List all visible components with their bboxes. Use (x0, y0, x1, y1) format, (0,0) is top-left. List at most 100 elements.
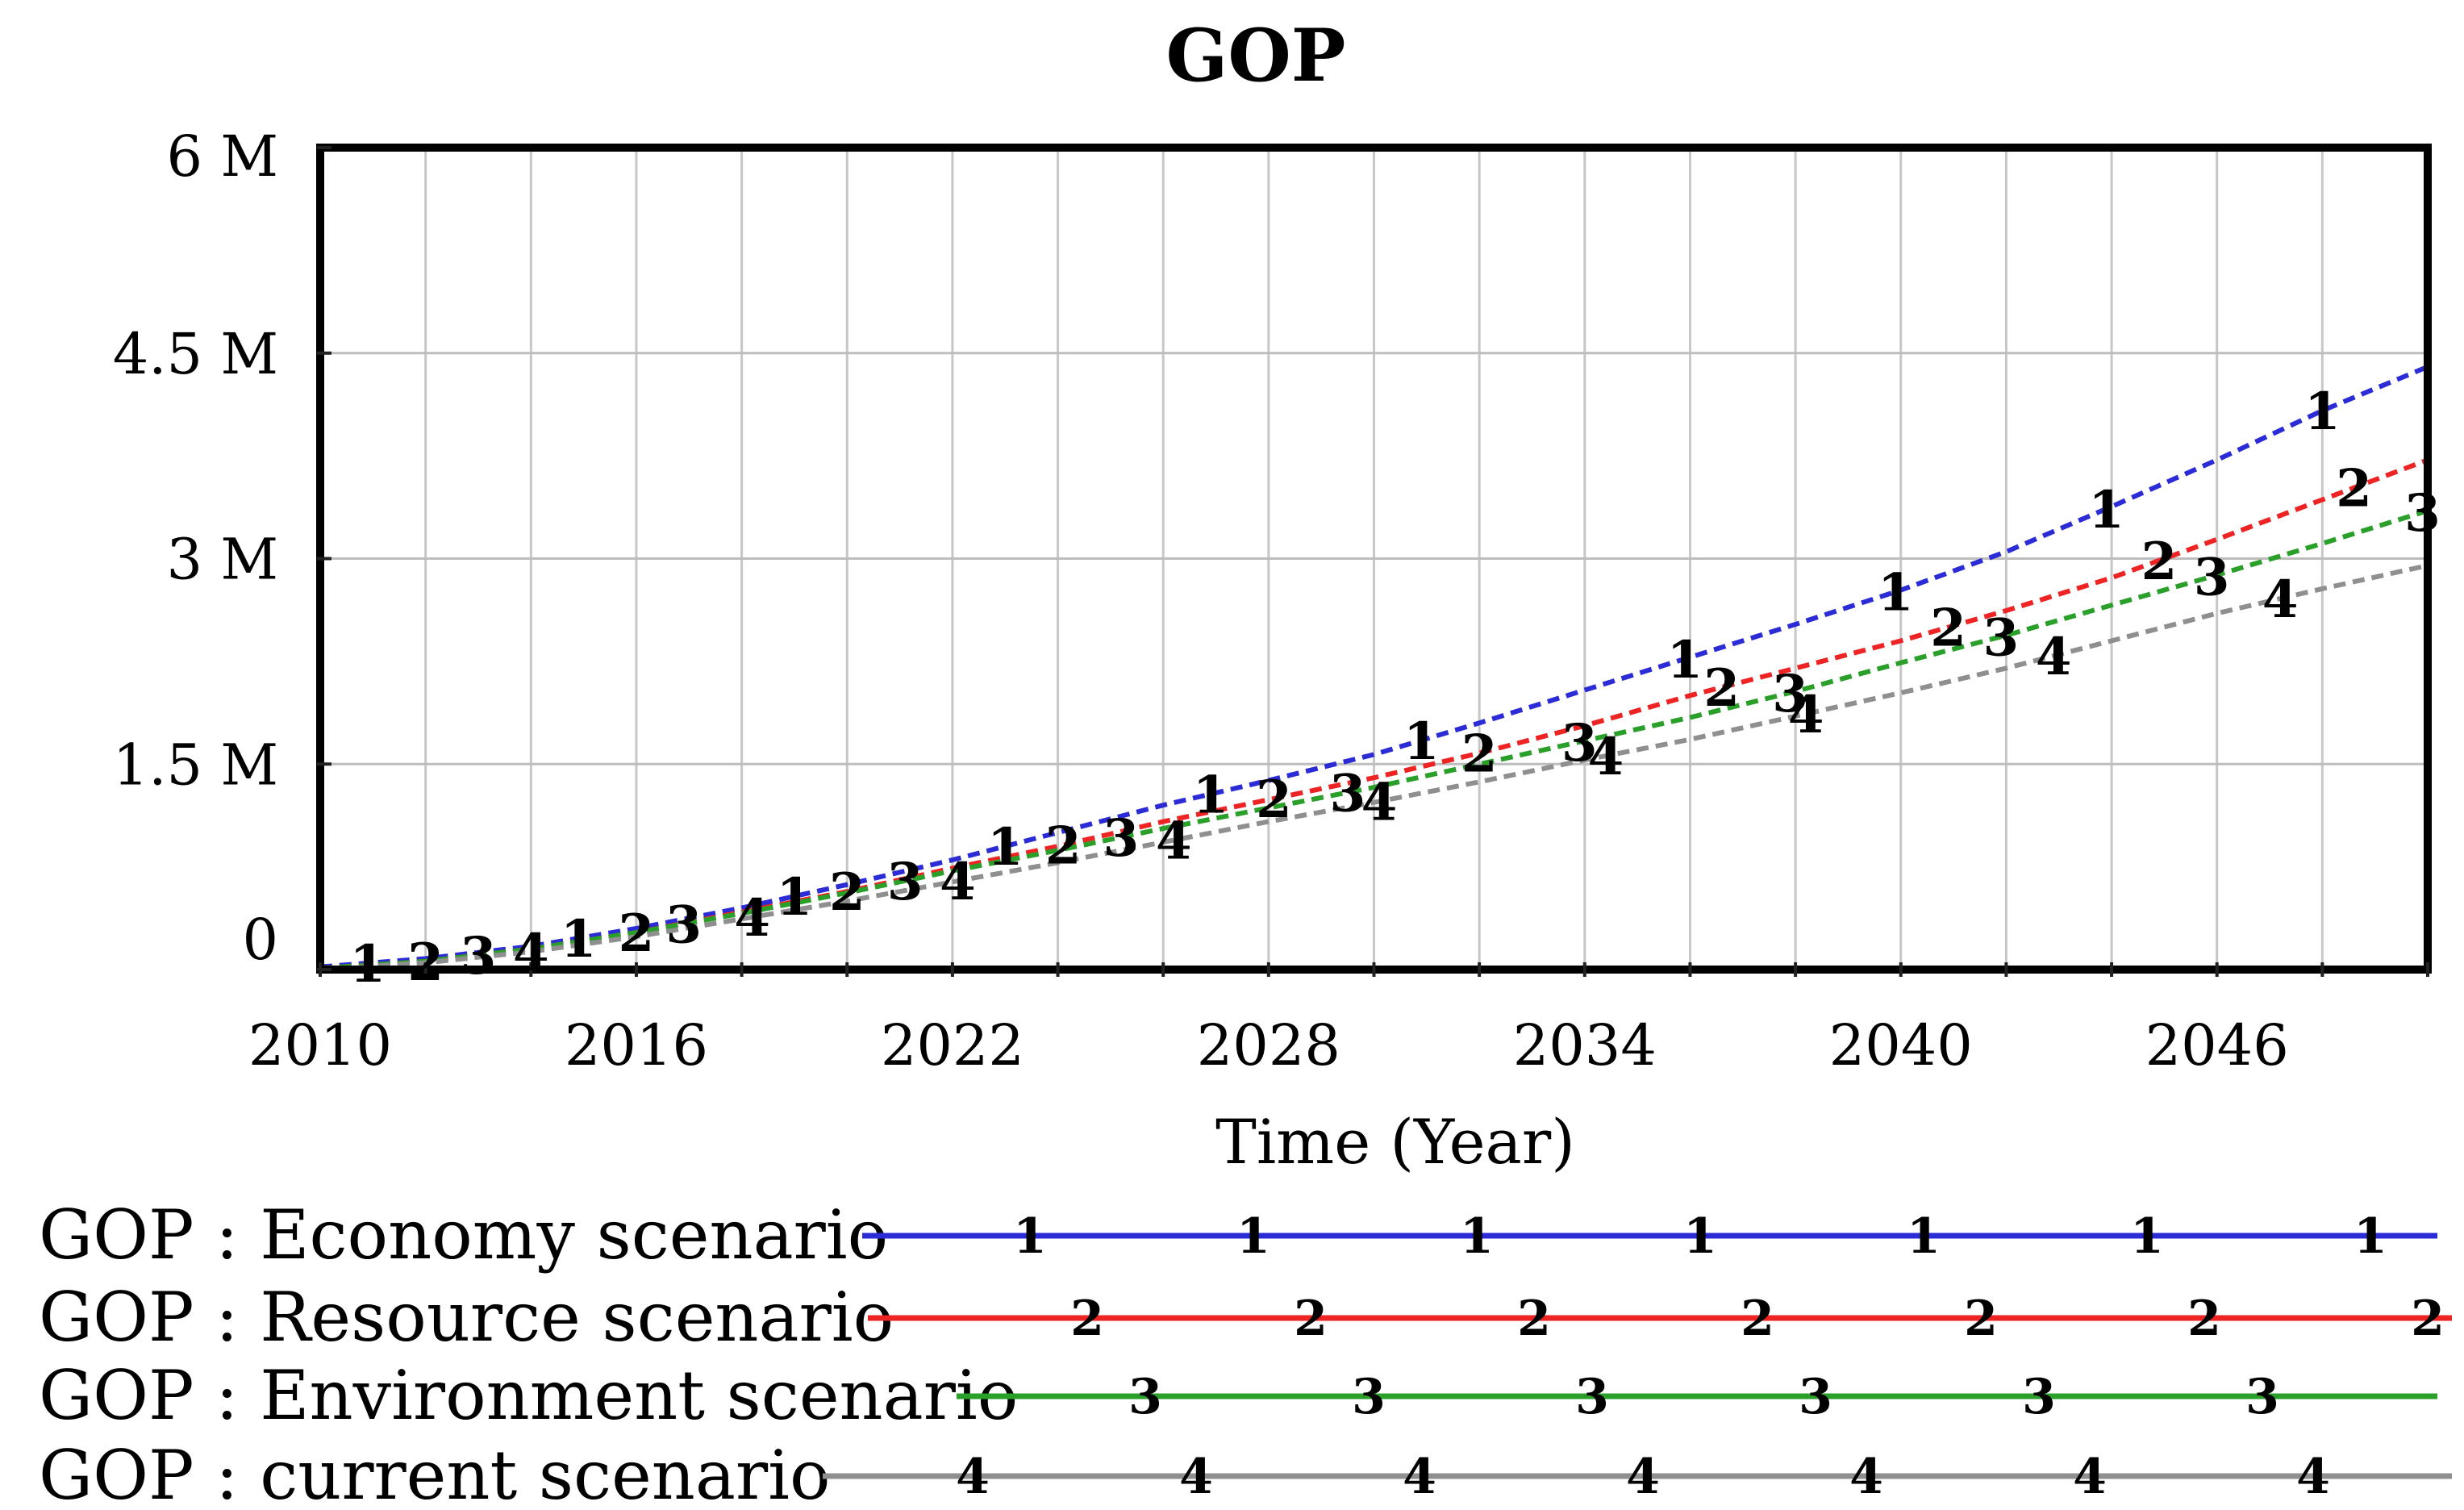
series-marker-environment: 3 (1103, 808, 1140, 869)
legend-marker-environment: 3 (1128, 1369, 1162, 1425)
x-tick-label: 2034 (1513, 1012, 1657, 1078)
series-marker-environment: 3 (1561, 713, 1598, 774)
legend-marker-resource: 2 (1070, 1291, 1104, 1347)
x-axis-label: Time (Year) (1215, 1106, 1575, 1178)
legend-label-resource: GOP : Resource scenario (39, 1278, 894, 1357)
legend-marker-current: 4 (1403, 1449, 1436, 1505)
legend-marker-environment: 3 (1575, 1369, 1609, 1425)
series-marker-resource: 2 (1045, 816, 1082, 877)
series-marker-resource: 2 (619, 903, 655, 964)
series-marker-economy: 1 (350, 934, 386, 995)
gridlines (319, 148, 2429, 970)
series-marker-economy: 1 (777, 867, 813, 928)
legend-row: GOP : Environment scenario (39, 1356, 1018, 1435)
legend-marker-resource: 2 (1517, 1291, 1551, 1347)
legend-marker-environment: 3 (2022, 1369, 2056, 1425)
series-marker-environment: 3 (2404, 483, 2441, 544)
series-marker-resource: 2 (1461, 724, 1498, 785)
chart-title: GOP (1166, 13, 1346, 98)
x-tick-label: 2010 (248, 1012, 392, 1078)
series-marker-economy: 1 (1878, 563, 1914, 624)
legend-marker-resource: 2 (2187, 1291, 2221, 1347)
legend: GOP : Economy scenario GOP : Resource sc… (39, 1195, 2452, 1510)
series-marker-environment: 3 (1330, 763, 1366, 824)
series-marker-environment: 3 (887, 852, 923, 912)
series-lines (319, 364, 2429, 972)
series-line-current (319, 563, 2429, 972)
series-marker-environment: 3 (2194, 548, 2230, 608)
legend-marker-current: 4 (956, 1449, 990, 1505)
series-marker-current: 4 (1156, 811, 1192, 872)
legend-marker-economy: 1 (2354, 1208, 2387, 1265)
series-marker-resource: 2 (1703, 658, 1740, 719)
series-marker-current: 4 (2036, 627, 2072, 687)
series-marker-resource: 2 (2141, 532, 2178, 592)
series-marker-environment: 3 (1772, 664, 1808, 724)
legend-marker-economy: 1 (1683, 1208, 1717, 1265)
series-marker-current: 4 (1788, 685, 1824, 745)
legend-marker-current: 4 (1626, 1449, 1660, 1505)
y-tick-label: 6 M (167, 123, 278, 190)
legend-marker-economy: 1 (1236, 1208, 1270, 1265)
legend-marker-economy: 1 (2130, 1208, 2164, 1265)
series-marker-economy: 1 (1193, 765, 1229, 825)
x-tick-label: 2016 (565, 1012, 708, 1078)
legend-label-economy: GOP : Economy scenario (39, 1195, 888, 1274)
series-marker-economy: 1 (561, 909, 597, 970)
legend-label-current: GOP : current scenario (39, 1436, 831, 1510)
legend-marker-current: 4 (2073, 1449, 2107, 1505)
series-marker-environment: 3 (665, 895, 702, 955)
legend-marker-resource: 2 (1964, 1291, 1998, 1347)
series-marker-economy: 1 (1667, 630, 1703, 690)
series-marker-resource: 2 (2336, 459, 2372, 519)
series-marker-current: 4 (734, 888, 770, 949)
legend-marker-environment: 3 (1352, 1369, 1386, 1425)
legend-lines: 1 1 1 1 1 1 12 2 2 2 2 2 23 3 3 3 3 34 4 4 4 4 4 4 (823, 1208, 2452, 1505)
legend-marker-environment: 3 (1799, 1369, 1832, 1425)
series-marker-current: 4 (940, 852, 976, 912)
legend-row: GOP : Resource scenario (39, 1278, 894, 1357)
x-tick-label: 2028 (1197, 1012, 1340, 1078)
legend-row: GOP : Economy scenario (39, 1195, 888, 1274)
series-marker-environment: 3 (1983, 607, 2020, 668)
axis-tick-marks (317, 146, 2429, 977)
series-marker-economy: 1 (2088, 480, 2124, 540)
legend-marker-resource: 2 (1741, 1291, 1774, 1347)
legend-marker-economy: 1 (1907, 1208, 1941, 1265)
legend-row: GOP : current scenario (39, 1436, 831, 1510)
x-tick-label: 2040 (1829, 1012, 1973, 1078)
legend-marker-current: 4 (1849, 1449, 1883, 1505)
series-marker-current: 4 (513, 923, 549, 983)
x-tick-label: 2022 (881, 1012, 1024, 1078)
legend-marker-environment: 3 (2245, 1369, 2279, 1425)
legend-marker-economy: 1 (1013, 1208, 1047, 1265)
x-tick-label: 2046 (2145, 1012, 2289, 1078)
series-marker-current: 4 (1588, 727, 1624, 787)
series-marker-economy: 1 (1403, 711, 1440, 772)
y-tick-label: 4.5 M (113, 321, 278, 387)
legend-label-environment: GOP : Environment scenario (39, 1356, 1018, 1435)
series-marker-resource: 2 (1256, 770, 1292, 830)
series-marker-resource: 2 (1930, 599, 1966, 659)
y-tick-label: 3 M (167, 527, 278, 593)
legend-marker-current: 4 (2296, 1449, 2330, 1505)
series-marker-current: 4 (1361, 773, 1398, 833)
legend-marker-economy: 1 (1460, 1208, 1494, 1265)
series-marker-resource: 2 (407, 932, 444, 993)
y-tick-label: 1.5 M (113, 732, 278, 798)
legend-marker-current: 4 (1179, 1449, 1213, 1505)
legend-marker-resource: 2 (1294, 1291, 1328, 1347)
series-marker-current: 4 (2262, 569, 2299, 630)
series-marker-resource: 2 (829, 862, 865, 923)
y-axis-tick-labels: 6 M 4.5 M 3 M 1.5 M 0 (113, 123, 278, 973)
series-marker-environment: 3 (461, 926, 497, 987)
legend-marker-resource: 2 (2411, 1291, 2445, 1347)
x-axis-tick-labels: 2010 2016 2022 2028 2034 2040 2046 (248, 1012, 2289, 1078)
series-marker-economy: 1 (987, 817, 1024, 878)
y-tick-label: 0 (242, 907, 278, 973)
series-marker-economy: 1 (2304, 382, 2341, 442)
series-line-environment (319, 508, 2429, 971)
